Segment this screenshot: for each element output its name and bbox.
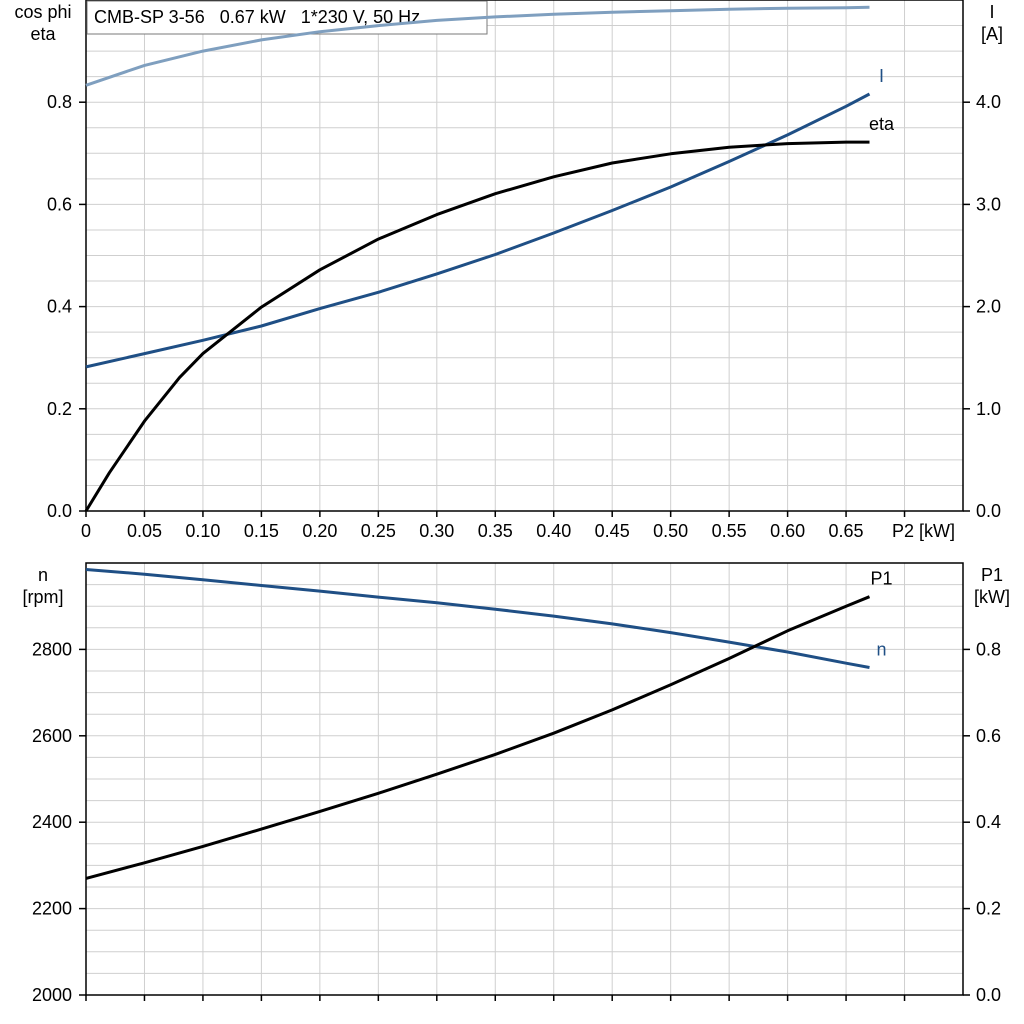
y-left-tick-label: 0.4 [47,297,72,317]
x-tick-label: 0.30 [419,521,454,541]
x-tick-label: 0.15 [244,521,279,541]
x-tick-label: 0.55 [712,521,747,541]
series-label-n: n [876,640,886,660]
series-label-p1: P1 [870,569,892,589]
plot-frame [85,562,964,996]
title-box [86,0,488,35]
y-right-tick-label: 4.0 [976,92,1001,112]
x-axis-label: P2 [kW] [892,521,955,541]
y-left-axis-label: [rpm] [22,587,63,607]
x-tick-label: 0.25 [361,521,396,541]
series-line-p1 [85,595,871,880]
y-left-tick-label: 0.8 [47,92,72,112]
x-tick-label: 0.40 [536,521,571,541]
y-left-tick-label: 0.6 [47,194,72,214]
y-right-axis-label: [A] [981,24,1003,44]
y-right-tick-label: 0.4 [976,812,1001,832]
y-right-tick-label: 1.0 [976,399,1001,419]
y-left-axis-label: cos phi [14,2,71,22]
x-tick-label: 0.50 [653,521,688,541]
x-tick-label: 0.65 [829,521,864,541]
series-line-cos-phi [85,5,870,87]
x-tick-label: 0.20 [302,521,337,541]
y-right-tick-label: 0.6 [976,726,1001,746]
y-right-axis-label: [kW] [974,587,1010,607]
y-right-tick-label: 2.0 [976,297,1001,317]
plot-frame [85,0,964,512]
y-right-tick-label: 0.8 [976,639,1001,659]
series-line-n [85,568,870,669]
y-left-tick-label: 2600 [32,726,72,746]
y-left-axis-label: n [38,565,48,585]
y-right-tick-label: 0.0 [976,985,1001,1005]
y-right-axis-label: I [989,2,994,22]
series-line-eta [84,140,870,512]
y-right-tick-label: 0.2 [976,899,1001,919]
lower-panel: 200022002400260028000.00.20.40.60.8n[rpm… [22,562,1010,1005]
y-right-tick-label: 0.0 [976,501,1001,521]
x-tick-label: 0 [81,521,91,541]
chart-title: CMB-SP 3-56 0.67 kW 1*230 V, 50 Hz [94,7,420,27]
x-tick-label: 0.45 [595,521,630,541]
y-left-axis-label: eta [30,24,56,44]
y-right-axis-label: P1 [981,565,1003,585]
y-left-tick-label: 0.0 [47,501,72,521]
x-tick-label: 0.05 [127,521,162,541]
y-left-tick-label: 2000 [32,985,72,1005]
y-left-tick-label: 2200 [32,899,72,919]
upper-panel: 0.0 0.2 0.4 0.6 0.8 0.0 1.0 2.0 3.0 4.0 0 0.05 0.10 0… [14,0,1003,541]
y-left-tick-label: 2800 [32,639,72,659]
series-label-i: I [879,66,884,86]
series-label-eta: eta [869,114,895,134]
x-tick-label: 0.35 [478,521,513,541]
y-right-tick-label: 3.0 [976,194,1001,214]
x-tick-label: 0.60 [770,521,805,541]
y-left-tick-label: 0.2 [47,399,72,419]
y-left-tick-label: 2400 [32,812,72,832]
x-tick-label: 0.10 [185,521,220,541]
